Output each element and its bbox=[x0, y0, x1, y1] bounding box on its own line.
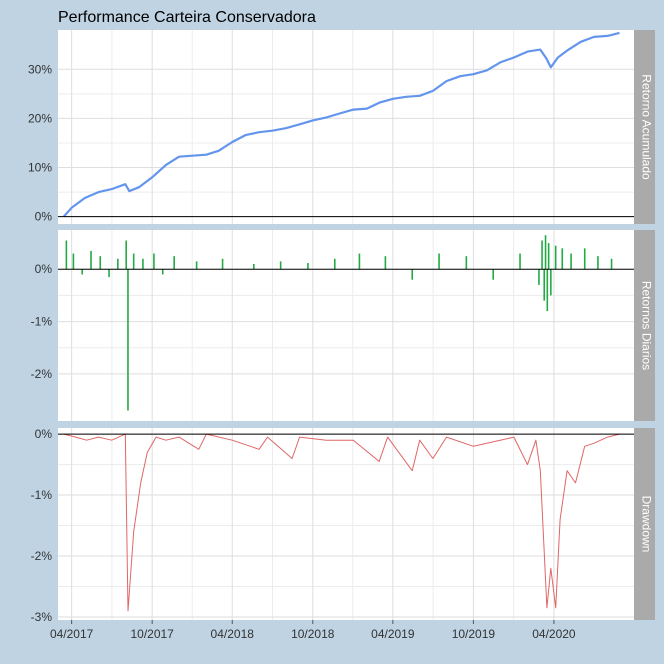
y-tick-label: 0% bbox=[35, 427, 53, 441]
y-tick-label: -2% bbox=[31, 549, 53, 563]
panel-background bbox=[58, 428, 634, 620]
panel-background bbox=[58, 230, 634, 421]
x-axis: 04/2017 10/2017 04/2018 10/2018 04/2019 10/20… bbox=[50, 620, 576, 641]
x-tick-label: 04/2018 bbox=[211, 627, 255, 641]
facet-strip-label: Drawdown bbox=[639, 496, 653, 553]
y-tick-label: 0% bbox=[35, 210, 53, 224]
x-tick-label: 10/2018 bbox=[291, 627, 335, 641]
x-tick-label: 04/2017 bbox=[50, 627, 94, 641]
y-tick-label: 20% bbox=[28, 111, 52, 125]
y-tick-label: -1% bbox=[31, 315, 53, 329]
facet-panels: 0% 10% 20% 30% Retorno Acumulado 0% -1% -2% Reto… bbox=[28, 30, 655, 624]
facet-strip-label: Retornos Diarios bbox=[639, 281, 653, 370]
x-tick-label: 04/2019 bbox=[371, 627, 415, 641]
facet-strip bbox=[634, 428, 655, 620]
series-line bbox=[63, 433, 620, 612]
facet-strip-label: Retorno Acumulado bbox=[639, 74, 653, 180]
x-tick-label: 10/2019 bbox=[452, 627, 496, 641]
y-tick-label: -1% bbox=[31, 488, 53, 502]
y-tick-label: 30% bbox=[28, 62, 52, 76]
y-tick-label: 10% bbox=[28, 161, 52, 175]
panel-0: 0% 10% 20% 30% Retorno Acumulado bbox=[28, 30, 655, 224]
facet-strip bbox=[634, 230, 655, 421]
x-tick-label: 04/2020 bbox=[532, 627, 576, 641]
facet-strip bbox=[634, 30, 655, 224]
panel-1: 0% -1% -2% Retornos Diarios bbox=[31, 230, 655, 421]
x-tick-label: 10/2017 bbox=[130, 627, 174, 641]
chart-title: Performance Carteira Conservadora bbox=[58, 9, 316, 26]
series-line bbox=[62, 31, 620, 218]
panel-2: 0% -1% -2% -3% Drawdown bbox=[31, 427, 655, 624]
y-tick-label: -2% bbox=[31, 367, 53, 381]
y-tick-label: 0% bbox=[35, 262, 53, 276]
y-tick-label: -3% bbox=[31, 610, 53, 624]
